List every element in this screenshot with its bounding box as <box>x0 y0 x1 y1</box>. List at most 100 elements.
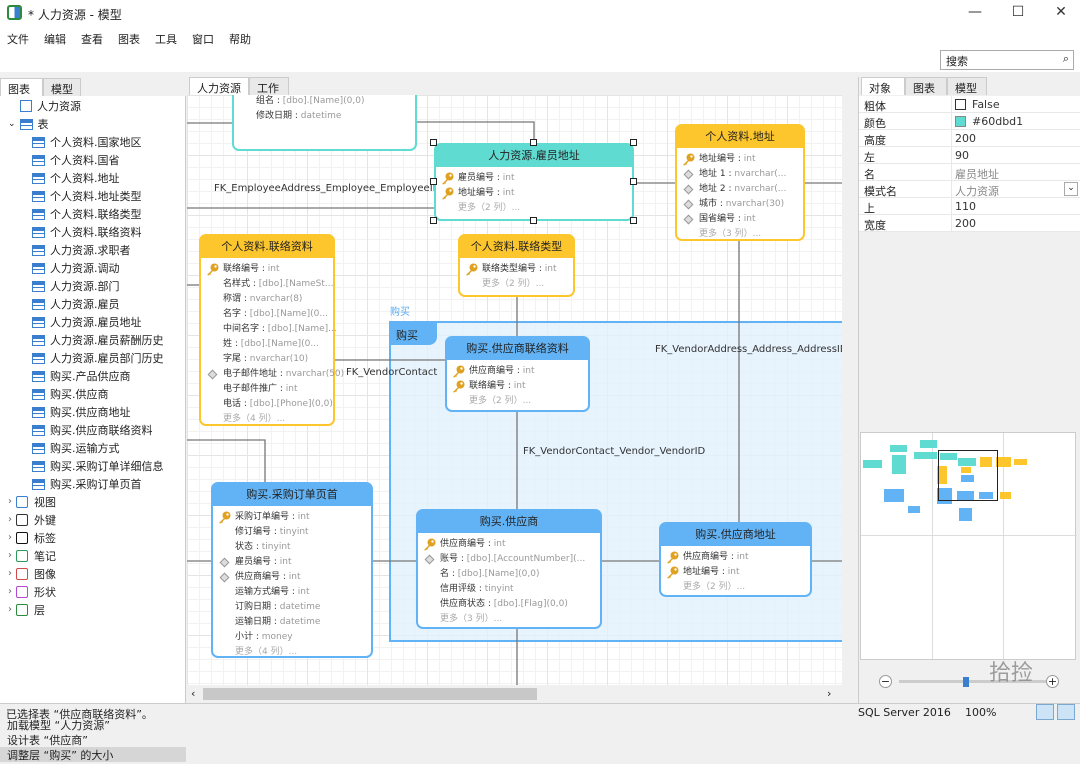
tree-table-item[interactable]: 个人资料.地址类型 <box>32 187 142 205</box>
color-swatch[interactable] <box>955 116 966 127</box>
tree-table-item[interactable]: 个人资料.联络类型 <box>32 205 142 223</box>
property-value[interactable]: False <box>955 98 1000 111</box>
menu-item[interactable]: 文件 <box>7 33 29 46</box>
more-columns-link[interactable]: 更多（2 列）... <box>482 279 545 289</box>
tree-table-item[interactable]: 购买.采购订单详细信息 <box>32 457 164 475</box>
column-row[interactable]: 地址编号 : int <box>677 152 803 167</box>
minimize-button[interactable]: — <box>968 4 982 20</box>
property-row[interactable]: 名 雇员地址 <box>859 164 1080 181</box>
resize-handle[interactable] <box>430 139 437 146</box>
search-input[interactable]: 搜索 ⌕ <box>940 50 1074 70</box>
tree-table-item[interactable]: 购买.运输方式 <box>32 439 120 457</box>
menu-item[interactable]: 窗口 <box>192 33 214 46</box>
column-row[interactable]: 地址编号 : int <box>661 565 810 580</box>
column-row[interactable]: 电子邮件推广 : int <box>223 384 298 394</box>
column-row[interactable]: 地址编号 : int <box>436 186 632 201</box>
column-row[interactable]: 中间名字 : [dbo].[Name]... <box>223 324 337 334</box>
menu-item[interactable]: 查看 <box>81 33 103 46</box>
menu-item[interactable]: 图表 <box>118 33 140 46</box>
column-row[interactable]: 字尾 : nvarchar(10) <box>223 354 309 364</box>
more-columns-link[interactable]: 更多（2 列）... <box>683 582 746 592</box>
fk-label[interactable]: FK_VendorAddress_Address_AddressID <box>655 344 842 355</box>
more-columns-link[interactable]: 更多（4 列）... <box>223 414 286 424</box>
tree-group-3[interactable]: › 笔记 <box>8 547 56 565</box>
property-value[interactable]: 人力资源 <box>955 183 999 199</box>
menu-item[interactable]: 工具 <box>155 33 177 46</box>
tree-table-item[interactable]: 人力资源.调动 <box>32 259 120 277</box>
column-row[interactable]: 名样式 : [dbo].[NameSt... <box>223 279 334 289</box>
scroll-right-icon[interactable]: › <box>827 687 832 700</box>
column-row[interactable]: 名字 : [dbo].[Name](0... <box>223 309 328 319</box>
layout-right-button[interactable] <box>1057 704 1075 720</box>
tree-table-item[interactable]: 人力资源.雇员 <box>32 295 120 313</box>
horizontal-scrollbar[interactable]: ‹ › <box>187 685 842 703</box>
tree-table-item[interactable]: 购买.采购订单页首 <box>32 475 142 493</box>
zoom-in-button[interactable]: + <box>1046 675 1059 688</box>
column-row[interactable]: 供应商编号 : int <box>447 364 588 379</box>
resize-handle[interactable] <box>630 178 637 185</box>
column-row[interactable]: 小计 : money <box>235 632 293 642</box>
more-columns-link[interactable]: 更多（3 列）... <box>440 614 503 624</box>
column-row[interactable]: 供应商状态 : [dbo].[Flag](0,0) <box>440 599 568 609</box>
column-row[interactable]: 订购日期 : datetime <box>235 602 321 612</box>
layout-left-button[interactable] <box>1036 704 1054 720</box>
menu-item[interactable]: 帮助 <box>229 33 251 46</box>
more-columns-link[interactable]: 更多（4 列）... <box>235 647 298 657</box>
column-row[interactable]: 供应商编号 : int <box>661 550 810 565</box>
tree-group-1[interactable]: › 外键 <box>8 511 56 529</box>
resize-handle[interactable] <box>430 178 437 185</box>
entity-table[interactable]: 购买.采购订单页首 采购订单编号 : int 修订编号 : tinyint 状态 : … <box>211 482 373 658</box>
column-row[interactable]: 电话 : [dbo].[Phone](0,0) <box>223 399 333 409</box>
tree-group-5[interactable]: › 形状 <box>8 583 56 601</box>
column-row[interactable]: 账号 : [dbo].[AccountNumber](... <box>418 552 600 567</box>
column-row[interactable]: 状态 : tinyint <box>235 542 291 552</box>
column-row[interactable]: 地址 2 : nvarchar(... <box>677 182 803 197</box>
vertical-scrollbar[interactable] <box>842 95 858 685</box>
more-columns-link[interactable]: 更多（2 列）... <box>469 396 532 406</box>
tree-table-item[interactable]: 人力资源.雇员薪酬历史 <box>32 331 164 349</box>
column-row[interactable]: 名 : [dbo].[Name](0,0) <box>440 569 540 579</box>
fk-label[interactable]: FK_EmployeeAddress_Employee_EmployeeID <box>214 183 441 194</box>
property-value[interactable]: 雇员地址 <box>955 166 999 182</box>
zoom-out-button[interactable]: − <box>879 675 892 688</box>
property-row[interactable]: 上 110 <box>859 198 1080 215</box>
column-row[interactable]: 运输日期 : datetime <box>235 617 321 627</box>
tree-group-0[interactable]: › 视图 <box>8 493 56 511</box>
tab-model[interactable]: 模型 <box>43 78 81 96</box>
tree-table-item[interactable]: 购买.供应商 <box>32 385 109 403</box>
property-row[interactable]: 左 90 <box>859 147 1080 164</box>
column-row[interactable]: 修改日期 : datetime <box>256 111 342 121</box>
property-value[interactable]: 200 <box>955 217 976 230</box>
entity-table[interactable]: 购买.供应商联络资料 供应商编号 : int 联络编号 : int 更多（2 列）..… <box>445 336 590 412</box>
property-row[interactable]: 高度 200 <box>859 130 1080 147</box>
tree-table-group[interactable]: ⌄ 表 <box>8 115 49 133</box>
maximize-button[interactable]: ☐ <box>1011 4 1025 20</box>
tab-model-props[interactable]: 模型 <box>947 77 987 95</box>
zoom-slider[interactable] <box>899 680 1049 683</box>
column-row[interactable]: 联络类型编号 : int <box>460 262 573 277</box>
tree-table-item[interactable]: 购买.供应商联络资料 <box>32 421 153 439</box>
viewport-indicator[interactable] <box>938 450 998 501</box>
entity-table[interactable]: 个人资料.联络资料 联络编号 : int 名样式 : [dbo].[NameSt..… <box>199 234 344 426</box>
tree-table-item[interactable]: 个人资料.国家地区 <box>32 133 142 151</box>
zoom-slider-thumb[interactable] <box>963 677 969 687</box>
column-row[interactable]: 联络编号 : int <box>201 262 333 277</box>
tab-diagram[interactable]: 图表 <box>0 78 43 96</box>
scroll-left-icon[interactable]: ‹ <box>191 687 196 700</box>
property-value[interactable]: #60dbd1 <box>955 115 1023 128</box>
tab-diagram-props[interactable]: 图表 <box>905 77 947 95</box>
close-button[interactable]: ✕ <box>1055 4 1067 20</box>
column-row[interactable]: 修订编号 : tinyint <box>235 527 309 537</box>
tree-table-item[interactable]: 个人资料.国省 <box>32 151 120 169</box>
tab-hr-diagram[interactable]: 人力资源 <box>189 77 249 95</box>
column-row[interactable]: 运输方式编号 : int <box>235 587 310 597</box>
entity-table[interactable]: 购买.供应商 供应商编号 : int 账号 : [dbo].[AccountNumb… <box>416 509 602 629</box>
property-row[interactable]: 颜色 #60dbd1 <box>859 113 1080 130</box>
scroll-thumb[interactable] <box>203 688 537 700</box>
column-row[interactable]: 组名 : [dbo].[Name](0,0) <box>256 96 365 106</box>
column-row[interactable]: 城市 : nvarchar(30) <box>677 197 803 212</box>
entity-table[interactable]: 个人资料.联络类型 联络类型编号 : int 更多（2 列）... <box>458 234 575 297</box>
entity-table[interactable]: 购买.供应商地址 供应商编号 : int 地址编号 : int 更多（2 列）... <box>659 522 812 597</box>
resize-handle[interactable] <box>630 139 637 146</box>
column-row[interactable]: 联络编号 : int <box>447 379 588 394</box>
